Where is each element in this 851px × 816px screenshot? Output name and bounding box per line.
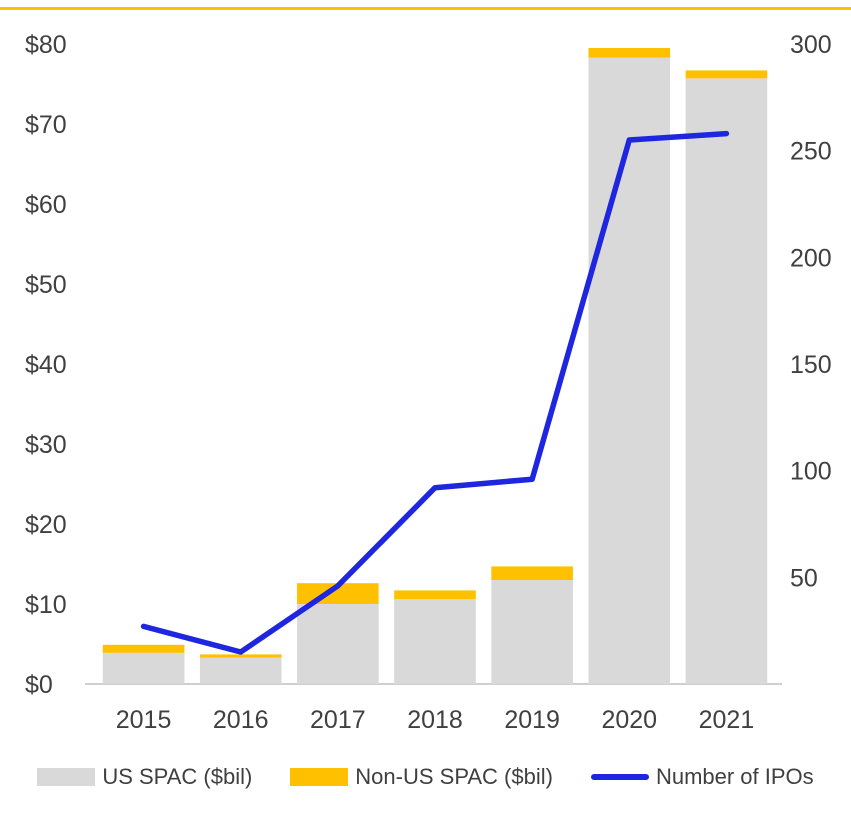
right-axis-tick-label: 200 [790, 244, 832, 272]
left-axis-tick-label: $30 [25, 431, 67, 459]
x-axis-year-label: 2017 [310, 706, 366, 734]
left-axis-tick-label: $80 [25, 31, 67, 59]
left-axis-tick-label: $10 [25, 591, 67, 619]
x-axis-year-label: 2015 [116, 706, 172, 734]
non-us-spac-bar-swatch [290, 768, 349, 786]
bar-segment-us-spac-bil--2021 [685, 78, 768, 684]
bar-segment-non-us-spac-bil--2015 [102, 644, 185, 653]
left-axis-tick-label: $0 [25, 671, 53, 699]
bar-segment-us-spac-bil--2016 [199, 657, 282, 684]
left-axis-tick-label: $40 [25, 351, 67, 379]
left-axis-tick-label: $60 [25, 191, 67, 219]
legend-item-number-of-ipos: Number of IPOs [590, 764, 814, 790]
right-axis-tick-label: 250 [790, 138, 832, 166]
bar-segment-non-us-spac-bil--2018 [394, 590, 476, 600]
legend-label-non-us-spac: Non-US SPAC ($bil) [355, 764, 553, 789]
bar-segment-us-spac-bil--2015 [102, 652, 185, 684]
bar-segment-non-us-spac-bil--2020 [588, 48, 671, 58]
x-axis-year-label: 2020 [601, 706, 657, 734]
left-axis-tick-label: $70 [25, 111, 67, 139]
left-axis-tick-label: $50 [25, 271, 67, 299]
legend-item-us-spac: US SPAC ($bil) [37, 764, 252, 790]
chart-legend: US SPAC ($bil) Non-US SPAC ($bil) Number… [0, 764, 851, 790]
number-of-ipos-line [140, 130, 730, 655]
right-axis-tick-label: 300 [790, 31, 832, 59]
bar-segment-non-us-spac-bil--2019 [491, 566, 573, 580]
right-axis-tick-label: 50 [790, 564, 818, 592]
bar-segment-non-us-spac-bil--2016 [199, 654, 282, 658]
legend-label-number-of-ipos: Number of IPOs [655, 764, 814, 789]
bar-segment-us-spac-bil--2019 [491, 580, 573, 684]
legend-label-us-spac: US SPAC ($bil) [102, 764, 253, 789]
x-axis-year-label: 2016 [213, 706, 269, 734]
top-accent-line [0, 7, 851, 10]
spac-ipo-chart: $0 $10 $20 $30 $40 $50 $60 $70 $80 50 100 150 200 250… [0, 7, 851, 816]
right-axis-tick-label: 100 [790, 458, 832, 486]
right-axis-tick-label: 150 [790, 351, 832, 379]
bar-segment-non-us-spac-bil--2021 [685, 70, 768, 79]
bar-segment-us-spac-bil--2020 [588, 57, 671, 685]
x-axis-year-label: 2018 [407, 706, 463, 734]
bar-segment-us-spac-bil--2017 [297, 604, 379, 684]
us-spac-bar-swatch [37, 768, 96, 786]
x-axis-year-label: 2019 [504, 706, 560, 734]
legend-item-non-us-spac: Non-US SPAC ($bil) [290, 764, 553, 790]
left-axis-tick-label: $20 [25, 511, 67, 539]
x-axis-year-label: 2021 [699, 706, 755, 734]
number-of-ipos-line-swatch [590, 774, 649, 780]
chart-plot-area: $0 $10 $20 $30 $40 $50 $60 $70 $80 50 100 150 200 250… [25, 31, 832, 734]
bar-segment-us-spac-bil--2018 [394, 599, 476, 684]
